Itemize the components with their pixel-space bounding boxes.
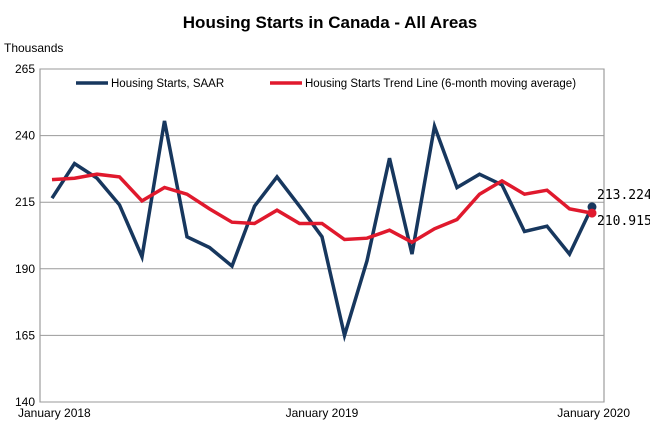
series-line-1 [51,172,593,245]
end-value-label-1: 210.915 [597,214,650,229]
end-value-label-0: 213.224 [597,188,650,203]
x-tick-label-1: January 2019 [286,406,359,420]
y-tick-label-140: 140 [15,395,35,409]
x-tick-label-0: January 2018 [18,406,91,420]
chart-title: Housing Starts in Canada - All Areas [183,13,477,32]
y-tick-label-215: 215 [15,195,35,209]
y-tick-label-165: 165 [15,328,35,342]
series-end-point-1 [587,208,597,218]
y-tick-label-190: 190 [15,262,35,276]
x-tick-label-2: January 2020 [557,406,630,420]
series-line-0 [50,119,594,343]
y-tick-label-265: 265 [15,62,35,76]
plot-area: 140 165 190 215 240 265 January 2018 January 20… [15,62,650,420]
legend-label-1: Housing Starts Trend Line (6-month movin… [305,78,576,90]
series-end-point-0 [587,202,597,212]
y-tick-label-240: 240 [15,129,35,143]
legend-label-0: Housing Starts, SAAR [111,78,224,90]
y-axis-label: Thousands [4,41,63,55]
